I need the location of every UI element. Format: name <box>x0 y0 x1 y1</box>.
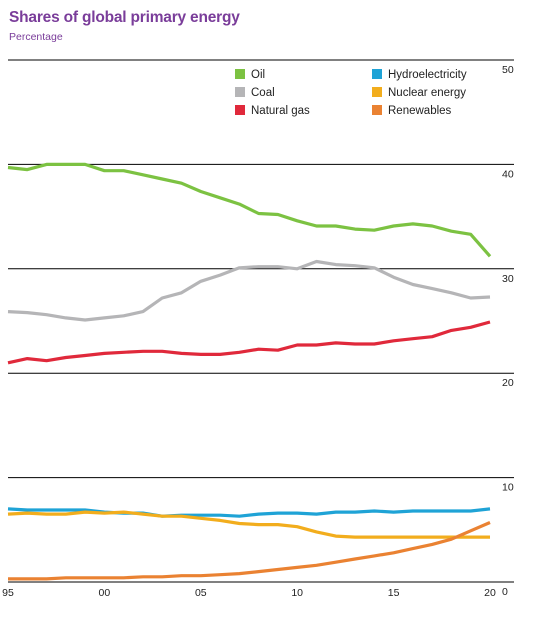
x-tick-label-05: 05 <box>195 587 207 599</box>
series-line-oil <box>7 162 492 258</box>
series-line-coal <box>7 259 491 322</box>
chart-title: Shares of global primary energy <box>9 9 240 26</box>
legend-swatch-natural-gas <box>235 105 245 115</box>
x-tick-label-00: 00 <box>99 587 111 599</box>
x-tick-label-10: 10 <box>291 587 303 599</box>
chart-subtitle: Percentage <box>9 31 63 43</box>
y-tick-label-10: 10 <box>502 482 514 494</box>
legend-swatch-renewables <box>372 105 382 115</box>
legend-label-renewables: Renewables <box>388 105 452 117</box>
x-tick-label-15: 15 <box>388 587 400 599</box>
legend-label-hydroelectricity: Hydroelectricity <box>388 69 467 81</box>
y-tick-label-50: 50 <box>502 64 514 76</box>
series-line-hydroelectricity <box>7 507 491 518</box>
legend-swatch-nuclear-energy <box>372 87 382 97</box>
legend-swatch-coal <box>235 87 245 97</box>
y-tick-label-20: 20 <box>502 377 514 389</box>
y-tick-label-0: 0 <box>502 586 508 598</box>
series-line-renewables <box>8 521 491 581</box>
series-line-nuclear-energy <box>7 510 490 539</box>
legend-label-nuclear-energy: Nuclear energy <box>388 87 466 99</box>
x-tick-label-20: 20 <box>484 587 496 599</box>
y-tick-label-30: 30 <box>502 273 514 285</box>
legend-label-oil: Oil <box>251 69 265 81</box>
legend-label-natural-gas: Natural gas <box>251 105 310 117</box>
legend-swatch-hydroelectricity <box>372 69 382 79</box>
legend-swatch-oil <box>235 69 245 79</box>
legend-label-coal: Coal <box>251 87 275 99</box>
y-tick-label-40: 40 <box>502 168 514 180</box>
x-tick-label-95: 95 <box>2 587 14 599</box>
series-line-natural-gas <box>7 320 491 365</box>
